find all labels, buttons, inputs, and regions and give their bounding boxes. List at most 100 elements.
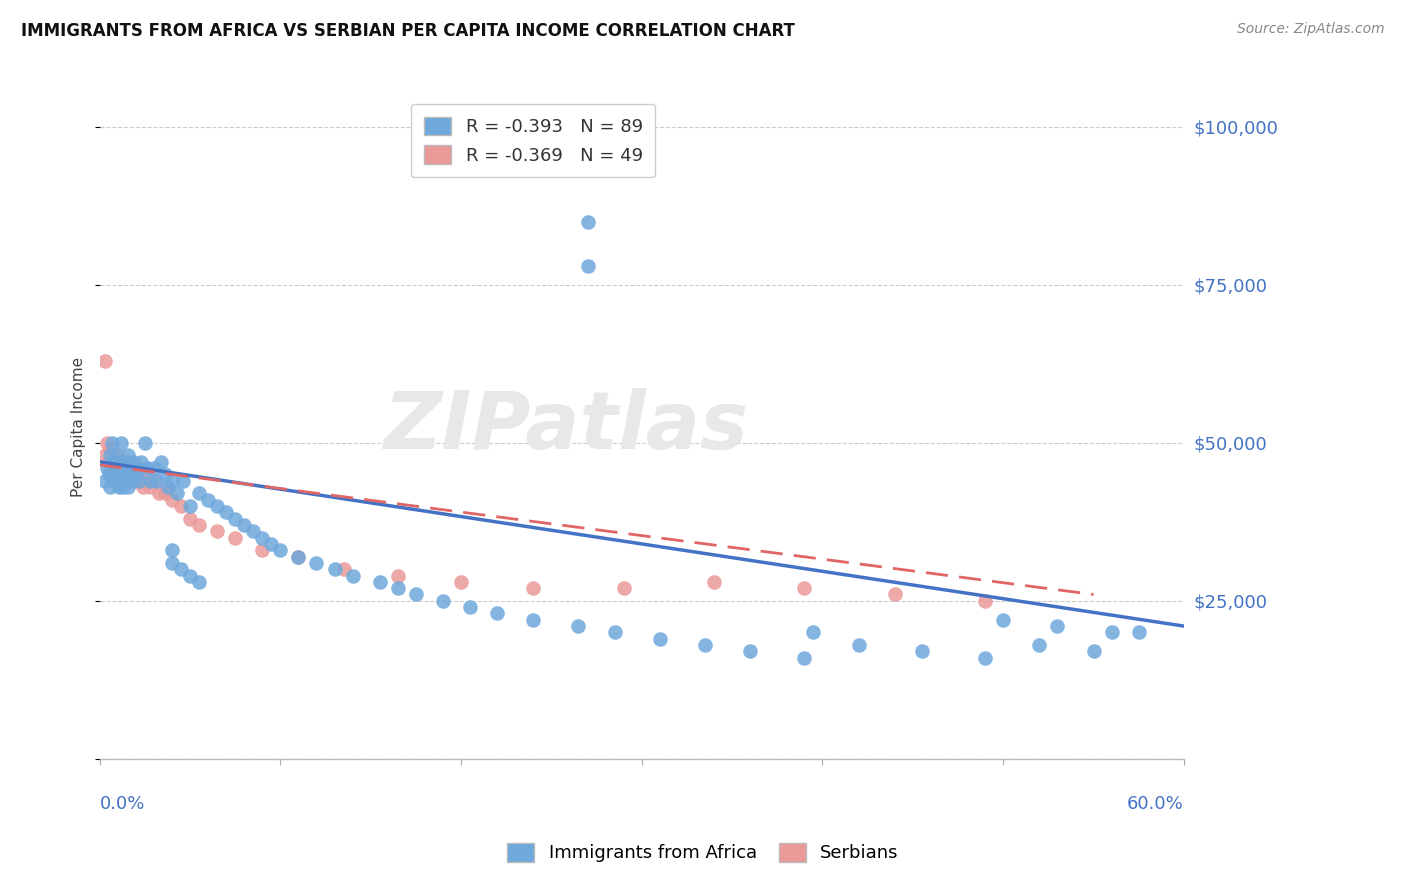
Point: [305, 556, 328, 570]
Point: [101, 449, 124, 463]
Point: [122, 474, 145, 488]
Point: [108, 467, 131, 482]
Point: [450, 574, 472, 589]
Point: [101, 435, 124, 450]
Point: [160, 492, 183, 507]
Point: [112, 480, 135, 494]
Point: [108, 461, 131, 475]
Point: [179, 499, 201, 513]
Point: [125, 467, 148, 482]
Text: 60.0%: 60.0%: [1128, 796, 1184, 814]
Point: [205, 499, 228, 513]
Point: [387, 581, 409, 595]
Point: [287, 549, 309, 564]
Point: [172, 474, 194, 488]
Point: [703, 574, 725, 589]
Point: [114, 474, 136, 488]
Point: [153, 467, 176, 482]
Point: [100, 480, 122, 494]
Point: [179, 511, 201, 525]
Point: [97, 455, 120, 469]
Point: [107, 474, 129, 488]
Point: [224, 531, 246, 545]
Point: [215, 505, 238, 519]
Point: [287, 549, 309, 564]
Point: [104, 467, 127, 482]
Point: [97, 467, 120, 482]
Point: [368, 574, 391, 589]
Point: [603, 625, 626, 640]
Point: [134, 435, 156, 450]
Legend: R = -0.393   N = 89, R = -0.369   N = 49: R = -0.393 N = 89, R = -0.369 N = 49: [412, 104, 655, 178]
Point: [127, 461, 149, 475]
Point: [567, 619, 589, 633]
Point: [160, 543, 183, 558]
Point: [114, 461, 136, 475]
Point: [107, 449, 129, 463]
Point: [179, 568, 201, 582]
Point: [170, 562, 193, 576]
Point: [405, 587, 427, 601]
Point: [122, 455, 145, 469]
Point: [160, 556, 183, 570]
Point: [104, 449, 127, 463]
Point: [740, 644, 762, 658]
Point: [1028, 638, 1050, 652]
Point: [112, 467, 135, 482]
Point: [793, 650, 815, 665]
Point: [96, 461, 118, 475]
Point: [135, 461, 157, 475]
Point: [233, 518, 256, 533]
Point: [166, 486, 188, 500]
Point: [911, 644, 934, 658]
Point: [128, 474, 150, 488]
Point: [224, 511, 246, 525]
Point: [101, 461, 124, 475]
Point: [170, 499, 193, 513]
Text: 0.0%: 0.0%: [100, 796, 145, 814]
Point: [1083, 644, 1105, 658]
Point: [883, 587, 905, 601]
Point: [104, 467, 127, 482]
Point: [142, 461, 165, 475]
Point: [146, 474, 169, 488]
Point: [103, 474, 125, 488]
Point: [188, 518, 211, 533]
Point: [648, 632, 671, 646]
Point: [974, 594, 997, 608]
Point: [94, 449, 117, 463]
Text: IMMIGRANTS FROM AFRICA VS SERBIAN PER CAPITA INCOME CORRELATION CHART: IMMIGRANTS FROM AFRICA VS SERBIAN PER CA…: [21, 22, 794, 40]
Point: [848, 638, 870, 652]
Point: [96, 435, 118, 450]
Point: [104, 461, 127, 475]
Point: [110, 474, 132, 488]
Point: [974, 650, 997, 665]
Text: Source: ZipAtlas.com: Source: ZipAtlas.com: [1237, 22, 1385, 37]
Point: [127, 467, 149, 482]
Point: [157, 480, 180, 494]
Point: [486, 607, 509, 621]
Point: [332, 562, 354, 576]
Point: [103, 461, 125, 475]
Point: [803, 625, 825, 640]
Point: [693, 638, 716, 652]
Point: [114, 461, 136, 475]
Point: [117, 449, 139, 463]
Point: [142, 474, 165, 488]
Point: [110, 455, 132, 469]
Point: [132, 480, 155, 494]
Point: [120, 461, 142, 475]
Point: [188, 574, 211, 589]
Point: [107, 455, 129, 469]
Point: [120, 467, 142, 482]
Point: [613, 581, 636, 595]
Point: [576, 214, 599, 228]
Point: [110, 455, 132, 469]
Point: [197, 492, 219, 507]
Point: [110, 435, 132, 450]
Point: [432, 594, 454, 608]
Point: [100, 449, 122, 463]
Point: [139, 480, 162, 494]
Point: [107, 474, 129, 488]
Point: [121, 474, 143, 488]
